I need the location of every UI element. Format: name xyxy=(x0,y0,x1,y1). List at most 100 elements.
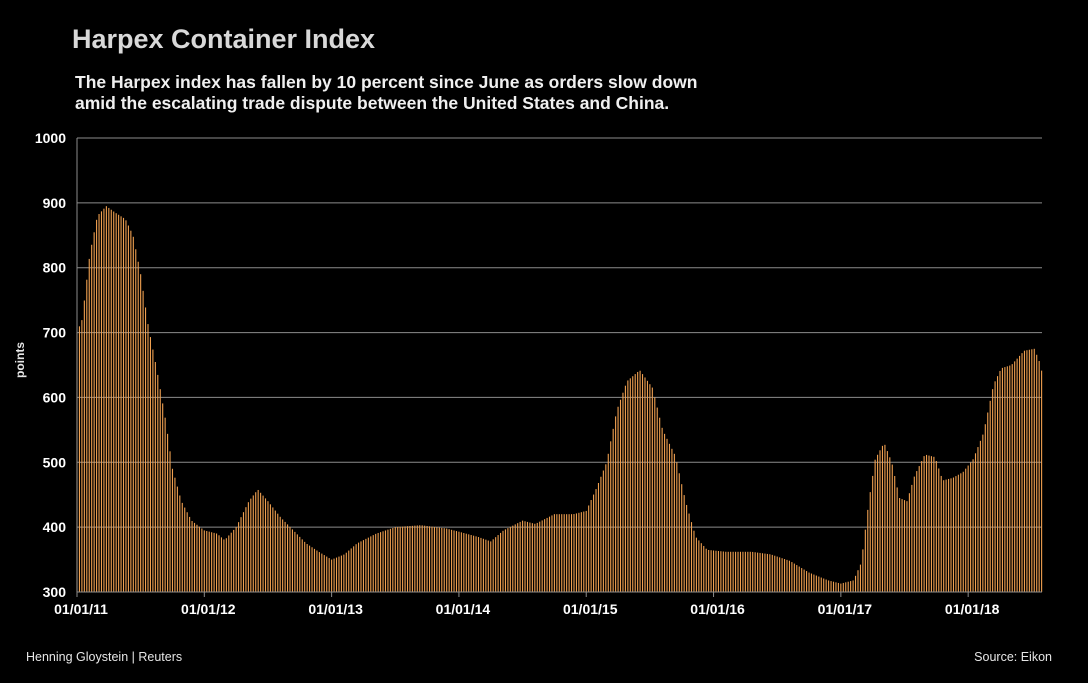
bar xyxy=(717,550,719,592)
bar xyxy=(715,550,717,592)
x-tick-label: 01/01/17 xyxy=(818,601,873,617)
bar xyxy=(228,535,230,592)
bar xyxy=(813,574,815,592)
bar xyxy=(668,443,671,592)
bar xyxy=(823,578,825,592)
bar xyxy=(171,468,174,592)
bar xyxy=(803,569,805,592)
bar xyxy=(404,526,406,592)
bar xyxy=(847,581,849,592)
bar xyxy=(105,206,107,592)
x-tick-label: 01/01/12 xyxy=(181,601,236,617)
bar xyxy=(313,548,316,592)
bar xyxy=(181,502,183,592)
bar xyxy=(646,380,648,592)
bar xyxy=(877,454,879,592)
bar xyxy=(323,555,325,592)
bar xyxy=(659,417,661,592)
bar xyxy=(597,482,600,592)
bar xyxy=(862,549,864,592)
bar xyxy=(529,522,531,592)
bar xyxy=(512,525,514,592)
bar xyxy=(357,542,360,592)
bar xyxy=(708,549,710,592)
bar xyxy=(661,427,663,592)
bar xyxy=(619,399,622,592)
bar xyxy=(475,536,477,592)
bar xyxy=(536,522,538,592)
bar xyxy=(81,320,83,592)
bar xyxy=(788,560,790,592)
bar xyxy=(389,528,391,592)
bar xyxy=(749,551,751,592)
bar xyxy=(267,501,269,592)
bar xyxy=(757,552,759,592)
bar xyxy=(622,392,624,592)
bar xyxy=(940,475,942,592)
bar xyxy=(433,526,435,592)
bar xyxy=(886,451,888,592)
bar xyxy=(766,553,768,592)
bar xyxy=(372,535,374,592)
bar xyxy=(331,559,333,592)
bar xyxy=(252,495,254,592)
bar xyxy=(872,475,874,592)
bar xyxy=(948,478,950,592)
bar xyxy=(149,337,151,592)
bar xyxy=(453,530,455,592)
bar xyxy=(678,473,680,592)
bar xyxy=(570,514,573,592)
bar xyxy=(693,530,695,592)
bar xyxy=(164,417,166,592)
bar xyxy=(906,501,908,592)
bar xyxy=(392,527,394,592)
bar xyxy=(274,510,276,592)
bar xyxy=(426,526,428,592)
bar xyxy=(688,513,690,592)
bar xyxy=(531,523,533,592)
bar xyxy=(257,489,259,592)
bar xyxy=(497,535,499,592)
bar xyxy=(850,581,852,592)
bar xyxy=(93,232,95,593)
bar xyxy=(923,456,925,592)
bar xyxy=(793,563,795,592)
bar xyxy=(710,550,712,592)
bar xyxy=(353,546,355,592)
bar xyxy=(495,537,497,592)
subtitle-line-2: amid the escalating trade dispute betwee… xyxy=(75,93,670,113)
bar xyxy=(110,209,112,592)
bar xyxy=(524,521,526,592)
bar xyxy=(534,523,536,592)
bar xyxy=(1026,350,1028,592)
bar xyxy=(299,536,301,592)
bar xyxy=(264,498,267,592)
bar xyxy=(193,522,196,592)
bar xyxy=(744,551,746,592)
bar xyxy=(294,531,296,592)
bar xyxy=(553,514,555,592)
bar xyxy=(98,214,100,592)
bar xyxy=(490,541,492,592)
bar xyxy=(563,514,565,592)
bar xyxy=(451,529,453,592)
bar xyxy=(889,457,891,592)
chart-subtitle: The Harpex index has fallen by 10 percen… xyxy=(75,72,795,114)
bar xyxy=(384,530,387,592)
bar xyxy=(152,349,154,592)
bar xyxy=(651,387,653,592)
bar xyxy=(321,553,323,592)
bar xyxy=(600,476,602,592)
bar xyxy=(147,324,149,592)
bar xyxy=(580,512,582,592)
bar xyxy=(602,470,604,592)
bar xyxy=(377,532,379,592)
bar xyxy=(908,493,910,592)
bar xyxy=(343,554,345,592)
y-tick-label: 500 xyxy=(43,454,67,470)
bar xyxy=(705,548,707,592)
bar xyxy=(769,554,771,592)
bar xyxy=(879,450,881,592)
bar xyxy=(952,477,955,592)
bar xyxy=(247,502,249,592)
